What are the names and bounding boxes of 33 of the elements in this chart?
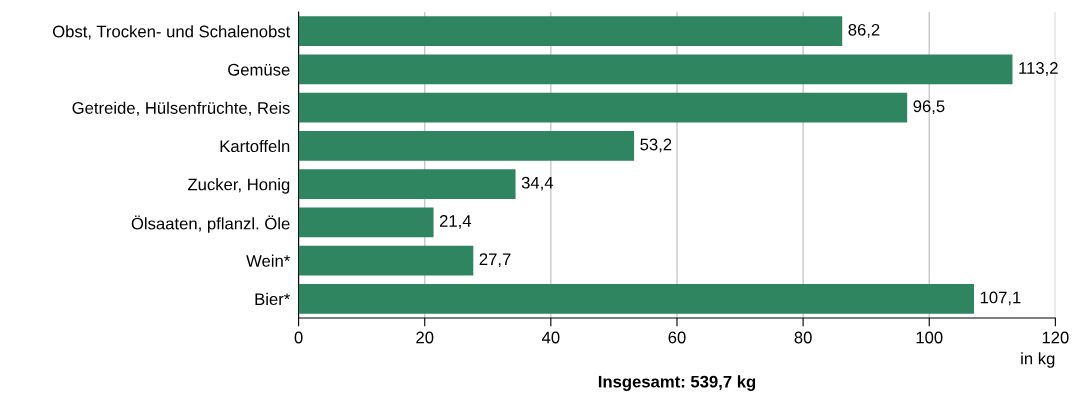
y-tick-label: Ölsaaten, pflanzl. Öle (131, 215, 290, 233)
x-tick-label: 80 (794, 331, 812, 344)
bar (298, 207, 434, 238)
y-tick-label: Zucker, Honig (187, 178, 290, 194)
x-tick-label: 120 (1042, 331, 1069, 344)
data-label: 34,4 (521, 176, 554, 191)
bar (298, 131, 635, 161)
x-tick-label: 40 (541, 331, 560, 344)
data-label: 86,2 (848, 23, 880, 38)
bar (298, 92, 908, 123)
data-label: 107,1 (980, 291, 1021, 306)
x-tick-label: 20 (416, 331, 434, 344)
y-tick-label: Bier* (255, 292, 291, 306)
x-tick-label: 0 (294, 331, 303, 344)
y-tick-label: Kartoffeln (220, 139, 290, 153)
data-label: 21,4 (439, 215, 472, 229)
x-tick-label: 60 (668, 331, 686, 344)
bar (298, 283, 975, 314)
x-axis-title: in kg (1021, 352, 1055, 368)
bar (298, 16, 843, 47)
bar (298, 245, 474, 276)
data-label: 113,2 (1019, 62, 1058, 76)
y-tick-label: Getreide, Hülsenfrüchte, Reis (72, 101, 290, 116)
y-tick-label: Gemüse (228, 63, 290, 76)
bar (298, 54, 1013, 85)
bar (298, 169, 516, 200)
y-tick-label: Obst, Trocken- und Schalenobst (52, 25, 291, 40)
x-tick-label: 100 (916, 331, 943, 344)
data-label: 53,2 (640, 138, 672, 153)
text: Insgesamt: 539,7 kg (598, 375, 756, 391)
data-label: 27,7 (479, 253, 511, 268)
data-label: 96,5 (913, 100, 945, 115)
y-tick-label: Wein* (246, 254, 291, 267)
